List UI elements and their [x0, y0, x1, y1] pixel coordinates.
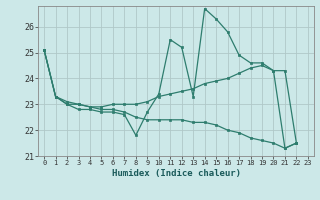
X-axis label: Humidex (Indice chaleur): Humidex (Indice chaleur): [111, 169, 241, 178]
